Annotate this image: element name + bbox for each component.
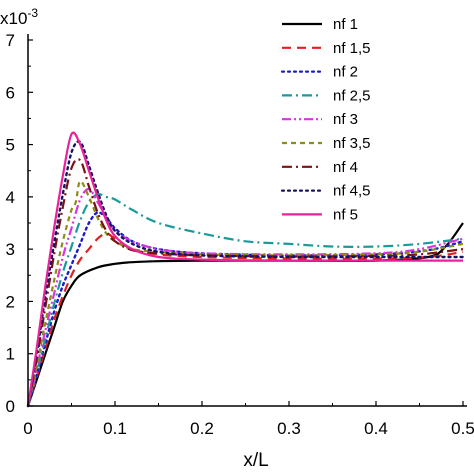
axis-ticks: 0 1 2 3 4 5 6 7 0 0.1 0.2 0.3 0.4 0.5 bbox=[6, 31, 474, 438]
legend-label: nf 4 bbox=[333, 159, 358, 176]
y-tick-label: 3 bbox=[6, 240, 15, 259]
legend-label: nf 4,5 bbox=[333, 183, 371, 200]
series-line-4 bbox=[26, 192, 464, 407]
legend-label: nf 5 bbox=[333, 206, 358, 223]
x-tick-label: 0.4 bbox=[364, 419, 388, 438]
series-line-9 bbox=[26, 131, 463, 407]
legend-label: nf 1 bbox=[333, 16, 358, 33]
series-line-2 bbox=[26, 232, 464, 407]
y-tick-label: 4 bbox=[6, 188, 15, 207]
legend-label: nf 3,5 bbox=[333, 135, 371, 152]
x-tick-label: 0.3 bbox=[277, 419, 301, 438]
series-line-8 bbox=[26, 140, 465, 408]
y-tick-label: 0 bbox=[6, 397, 15, 416]
series-line-6 bbox=[26, 180, 464, 407]
x-tick-label: 0.1 bbox=[103, 419, 127, 438]
y-multiplier-exponent: -3 bbox=[27, 6, 38, 20]
x-tick-label: 0.5 bbox=[451, 419, 474, 438]
axes: 0 1 2 3 4 5 6 7 0 0.1 0.2 0.3 0.4 0.5 bbox=[6, 31, 474, 438]
x-tick-label: 0 bbox=[23, 419, 32, 438]
x-axis-title: x/L bbox=[243, 450, 268, 471]
legend-label: nf 3 bbox=[333, 111, 358, 128]
legend: nf 1 nf 1,5 nf 2 nf 2,5 nf 3 nf 3,5 nf 4 nf 4,5… bbox=[280, 16, 371, 223]
series-line-1 bbox=[26, 222, 464, 407]
y-tick-label: 6 bbox=[6, 83, 15, 102]
y-tick-label: 7 bbox=[6, 31, 15, 50]
y-tick-label: 5 bbox=[6, 136, 15, 155]
legend-label: nf 1,5 bbox=[333, 40, 371, 57]
series-lines bbox=[26, 131, 465, 408]
y-tick-label: 1 bbox=[6, 345, 15, 364]
x-tick-label: 0.2 bbox=[190, 419, 214, 438]
y-tick-label: 2 bbox=[6, 292, 15, 311]
legend-label: nf 2 bbox=[333, 64, 358, 81]
series-line-5 bbox=[26, 187, 464, 407]
y-multiplier: x10-3 bbox=[0, 6, 38, 28]
legend-label: nf 2,5 bbox=[333, 87, 371, 104]
series-line-7 bbox=[26, 158, 464, 407]
y-multiplier-base: x10 bbox=[0, 9, 27, 28]
